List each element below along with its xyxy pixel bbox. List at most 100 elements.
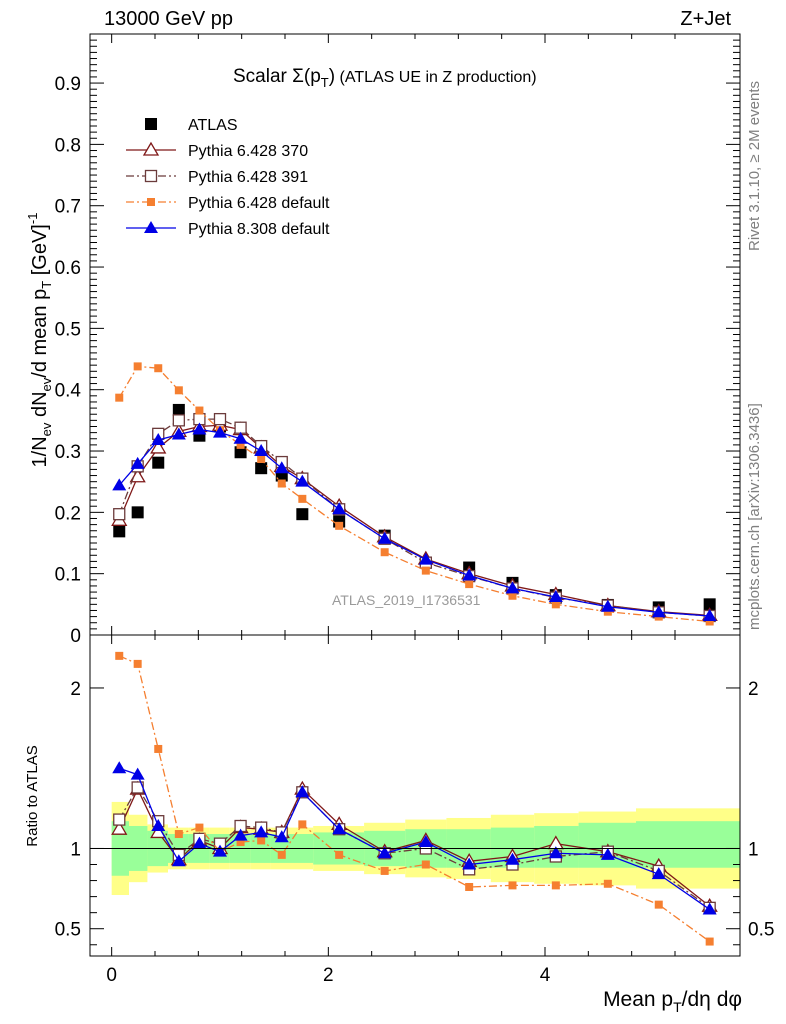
ratio-data-point	[377, 846, 392, 859]
main-y-tick-label: 0.9	[55, 74, 81, 95]
title-prefix: Scalar	[233, 66, 292, 87]
main-data-point	[377, 531, 392, 544]
x-axis-label: Mean pT/dη dφ	[603, 988, 742, 1015]
ratio-data-point	[335, 850, 344, 859]
main-data-point	[113, 525, 126, 538]
main-chart-title: Scalar Σ(pT) (ATLAS UE in Z production)	[233, 66, 537, 90]
ratio-data-point	[277, 850, 286, 859]
x-tick-label: 2	[323, 965, 334, 986]
title-sigma: Σ(p	[292, 66, 321, 87]
main-data-point	[213, 425, 227, 438]
main-data-point	[113, 508, 126, 521]
main-data-point	[651, 605, 666, 618]
x-tick-label: 0	[106, 965, 117, 986]
ratio-y-axis-label: Ratio to ATLAS	[24, 745, 41, 846]
main-data-point	[255, 462, 268, 475]
main-data-point	[257, 454, 266, 463]
main-y-tick-label: 0.7	[55, 197, 81, 218]
main-data-point	[380, 548, 389, 557]
ratio-y-tick-label-left: 2	[70, 679, 81, 700]
ratio-data-point	[254, 825, 269, 838]
ratio-data-point	[115, 651, 124, 660]
ylabel-e: /d mean p	[29, 289, 51, 378]
xlabel-b: T	[673, 999, 682, 1015]
axes-layer: 0 2 4 0 0.1 0.2 0.3 0.4 0.5 0.6 0.7 0.8 0.9 0.5 0.5 1 1 2…	[55, 33, 774, 986]
title-suffix: (ATLAS UE in Z production)	[335, 69, 537, 86]
main-data-point	[133, 362, 142, 371]
main-data-point	[418, 552, 433, 565]
main-data-point	[236, 440, 245, 449]
ratio-data-point	[130, 767, 145, 780]
ratio-data-point	[111, 820, 128, 835]
main-series-line	[118, 365, 710, 623]
ratio-data-point	[171, 854, 186, 867]
main-data-point	[192, 422, 207, 435]
main-data-point	[150, 439, 167, 454]
main-data-point	[129, 468, 146, 483]
main-data-point	[151, 432, 166, 445]
main-data-point	[171, 427, 186, 440]
ratio-data-point	[462, 857, 477, 870]
main-series-1	[111, 416, 718, 622]
ratio-data-point	[600, 847, 615, 860]
main-series-line	[118, 424, 710, 617]
ratio-data-point	[332, 822, 347, 835]
watermark-label: ATLAS_2019_I1736531	[332, 592, 481, 608]
ratio-data-point	[508, 881, 517, 890]
main-data-point	[172, 403, 185, 416]
ratio-data-point	[705, 937, 714, 946]
title-close: )	[329, 66, 335, 87]
main-y-tick-label: 0.6	[55, 258, 81, 279]
main-data-point	[505, 581, 520, 594]
xlabel-c: /dη dφ	[682, 988, 742, 1011]
ylabel-d: ev	[39, 377, 54, 391]
main-data-point	[295, 474, 310, 487]
legend: ATLAS Pythia 6.428 370 Pythia 6.428 391 Pyt…	[126, 117, 330, 238]
ratio-series-line	[118, 655, 711, 943]
main-data-point	[130, 456, 145, 469]
main-data-point	[465, 580, 474, 589]
ratio-data-point	[233, 828, 248, 841]
legend-label: ATLAS	[188, 117, 238, 134]
ratio-series-2	[115, 651, 714, 946]
main-data-point	[421, 566, 430, 575]
title-sub: T	[321, 75, 329, 90]
ratio-data-point	[112, 761, 127, 774]
main-series-2	[113, 412, 716, 623]
main-data-point	[600, 599, 615, 612]
main-y-tick-label: 0.5	[55, 319, 81, 340]
ratio-data-point	[702, 902, 717, 915]
main-data-point	[296, 508, 309, 521]
main-y-tick-label: 0.2	[55, 503, 81, 524]
ratio-data-point	[133, 659, 142, 668]
ratio-data-point	[257, 836, 266, 845]
main-data-point	[112, 478, 127, 491]
main-data-point	[702, 608, 717, 621]
ratio-data-point	[548, 846, 563, 859]
ylabel-f: T	[39, 281, 54, 289]
ylabel-b: ev	[39, 422, 54, 436]
main-data-point	[152, 456, 165, 469]
ratio-data-point	[151, 818, 166, 831]
header-right-label: Z+Jet	[680, 8, 731, 30]
ratio-data-point	[603, 879, 612, 888]
main-data-point	[705, 617, 714, 626]
main-y-tick-label: 0.1	[55, 565, 81, 586]
main-data-point	[298, 494, 307, 503]
main-data-point	[462, 568, 477, 581]
legend-marker	[147, 198, 155, 206]
header-left-label: 13000 GeV pp	[104, 8, 233, 30]
ratio-data-point	[551, 881, 560, 890]
legend-label: Pythia 6.428 default	[188, 195, 330, 212]
ylabel-h: -1	[25, 213, 40, 225]
main-data-point	[551, 600, 560, 609]
main-series-3	[115, 362, 714, 626]
ylabel-c: dN	[29, 391, 51, 422]
main-series-4	[112, 422, 717, 621]
main-data-point	[254, 444, 269, 457]
legend-label: Pythia 6.428 370	[188, 143, 308, 160]
main-y-tick-label: 0.3	[55, 442, 81, 463]
ratio-data-point	[113, 813, 126, 826]
main-data-point	[274, 461, 289, 474]
